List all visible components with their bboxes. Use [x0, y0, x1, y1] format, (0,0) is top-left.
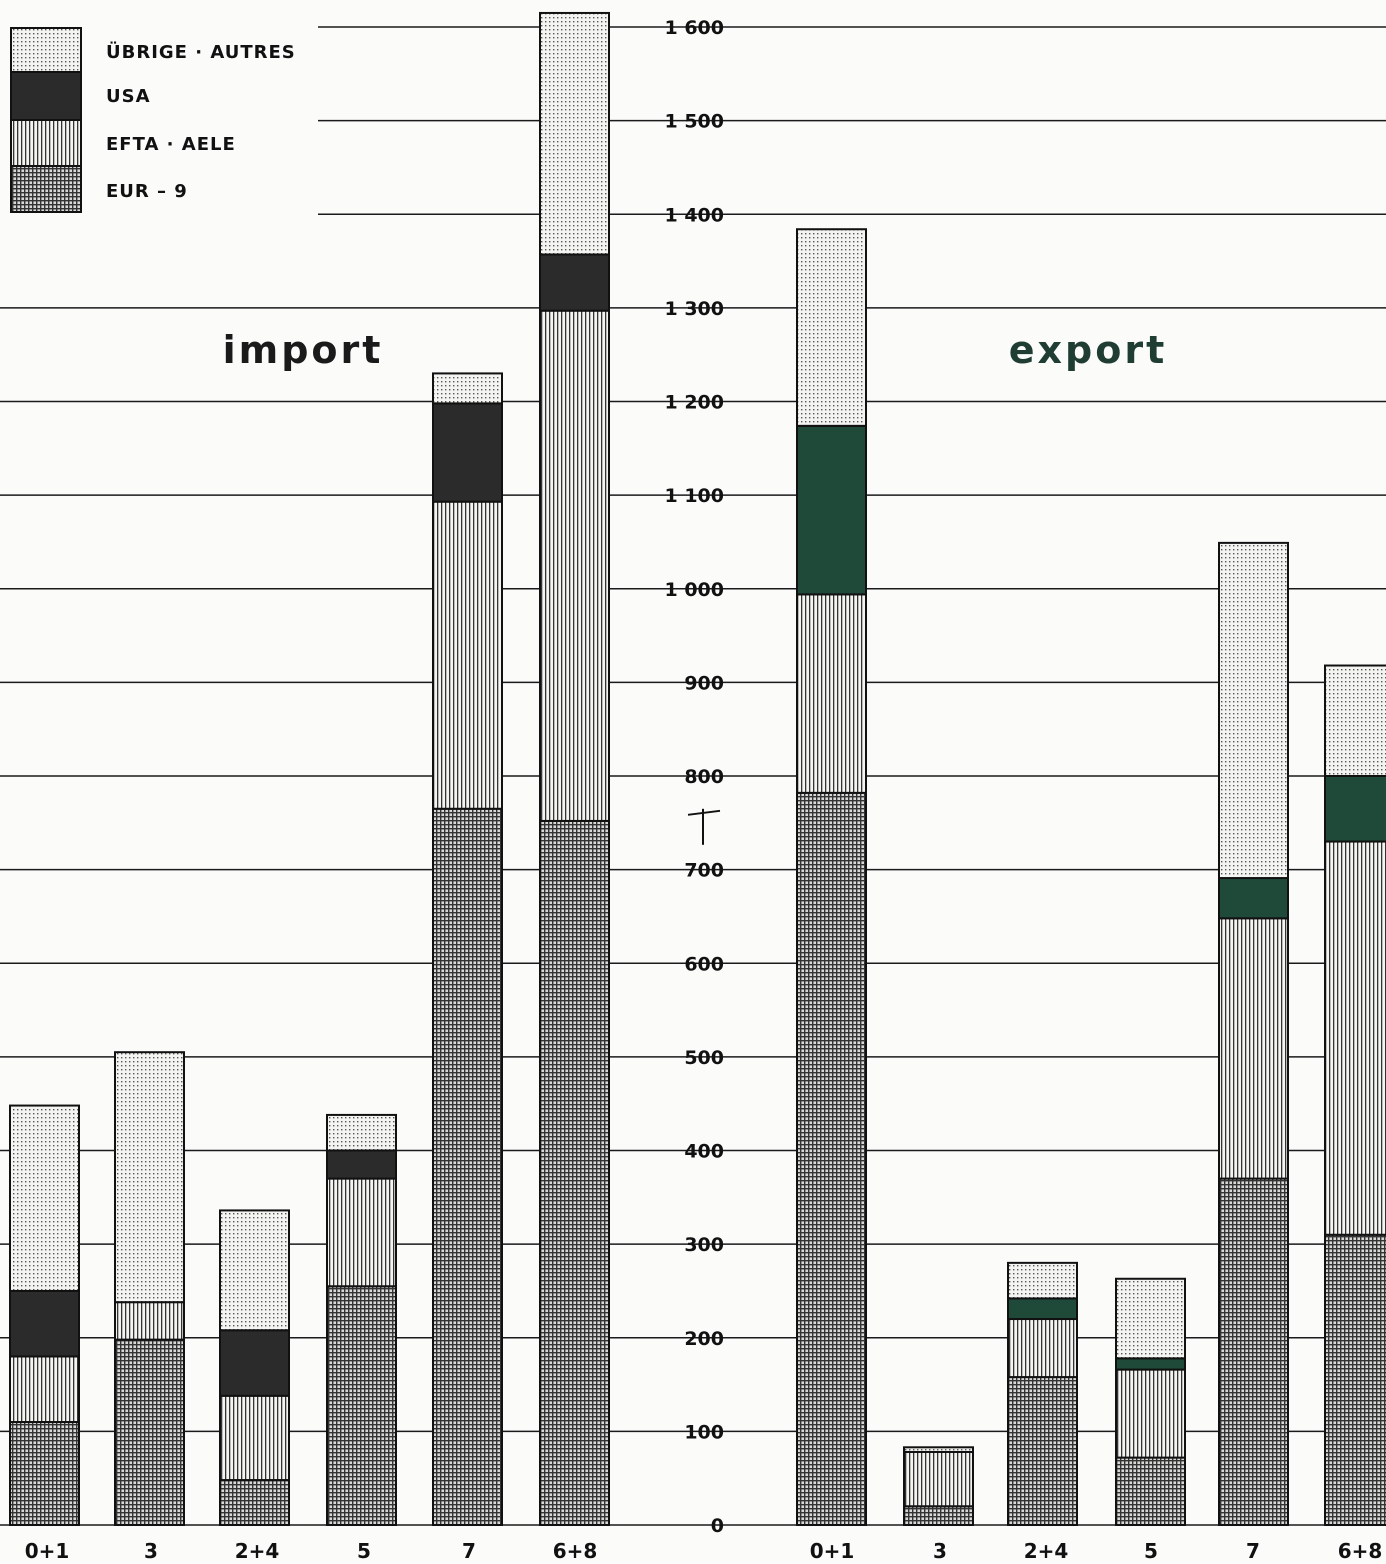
category-label: 5: [357, 1539, 371, 1563]
y-tick-label: 500: [684, 1047, 724, 1069]
bar-segment: [9, 1355, 80, 1424]
bar-segment: [796, 424, 867, 596]
bar-segment: [796, 593, 867, 794]
bar-segment: [432, 807, 503, 1526]
legend-label: EFTA · AELE: [106, 134, 236, 155]
bar-segment: [1324, 840, 1386, 1236]
bar-segment: [1218, 917, 1289, 1180]
y-axis-ticks: 0 100 200 300 400 500 600 700 800 900 1 000 1 100 1 …: [665, 17, 725, 1537]
y-tick-label: 100: [684, 1421, 724, 1443]
bar-segment: [326, 1113, 397, 1152]
category-label: 0+1: [25, 1539, 70, 1563]
bar-segment: [114, 1301, 185, 1341]
gridlines: [0, 26, 1386, 1526]
bar-segment: [114, 1338, 185, 1527]
bar-segment: [539, 309, 610, 822]
bar-segment: [1007, 1261, 1078, 1300]
bar-segment: [539, 11, 610, 256]
y-tick-label: 200: [684, 1328, 724, 1350]
bar-segment: [326, 1177, 397, 1288]
bar-segment: [219, 1479, 290, 1527]
bar-segment: [903, 1450, 974, 1508]
legend-label: ÜBRIGE · AUTRES: [106, 41, 296, 63]
bar-segment: [326, 1285, 397, 1526]
bar-segment: [326, 1149, 397, 1180]
bar-segment: [539, 253, 610, 312]
bar-segment: [9, 1104, 80, 1292]
bar-segment: [1115, 1456, 1186, 1526]
category-label: 0+1: [810, 1539, 855, 1563]
bar-segment: [1115, 1357, 1186, 1371]
bar-segment: [1218, 541, 1289, 880]
y-tick-label: 700: [684, 860, 724, 882]
y-axis-unit-mark: [687, 808, 721, 845]
bar-segment: [796, 228, 867, 427]
bar-segment: [1007, 1376, 1078, 1527]
legend-swatch: [10, 119, 82, 167]
bar-segment: [1115, 1368, 1186, 1459]
y-tick-label: 0: [711, 1515, 724, 1537]
y-tick-label: 1 400: [665, 204, 725, 226]
bars: [9, 11, 1386, 1527]
bar-segment: [432, 372, 503, 405]
legend-label: USA: [106, 86, 151, 107]
bar-segment: [1324, 1233, 1386, 1526]
y-tick-label: 300: [684, 1234, 724, 1256]
legend-swatch: [10, 71, 82, 121]
bar-segment: [9, 1289, 80, 1358]
y-tick-label: 800: [684, 766, 724, 788]
y-tick-label: 600: [684, 953, 724, 975]
y-tick-label: 1 300: [665, 298, 725, 320]
category-label: 5: [1144, 1539, 1158, 1563]
y-tick-label: 1 100: [665, 485, 725, 507]
bar-segment: [219, 1394, 290, 1482]
bar-segment: [1007, 1297, 1078, 1321]
y-tick-label: 1 500: [665, 111, 725, 133]
legend-swatch: [10, 27, 82, 73]
bar-segment: [9, 1421, 80, 1526]
category-label: 2+4: [235, 1539, 280, 1563]
bar-segment: [432, 402, 503, 503]
category-label: 7: [462, 1539, 476, 1563]
category-label: 2+4: [1024, 1539, 1069, 1563]
bar-segment: [1007, 1318, 1078, 1379]
bar-segment: [1218, 1177, 1289, 1527]
bar-segment: [1115, 1277, 1186, 1360]
bar-segment: [1218, 877, 1289, 920]
bar-segment: [114, 1051, 185, 1304]
category-label: 3: [144, 1539, 158, 1563]
category-label: 6+8: [1338, 1539, 1383, 1563]
bar-segment: [796, 791, 867, 1526]
bar-segment: [432, 500, 503, 810]
category-labels: 0+1 3 2+4 5 7 6+8 0+1 3 2+4 5 7 6+8: [25, 1539, 1383, 1563]
legend-swatch: [10, 165, 82, 213]
bar-segment: [903, 1446, 974, 1453]
bar-segment: [219, 1329, 290, 1397]
legend-label: EUR – 9: [106, 181, 188, 202]
y-tick-label: 1 600: [665, 17, 725, 39]
y-tick-label: 1 000: [665, 579, 725, 601]
bar-segment: [219, 1209, 290, 1332]
category-label: 7: [1246, 1539, 1260, 1563]
legend: ÜBRIGE · AUTRES USA EFTA · AELE EUR – 9: [0, 0, 318, 225]
bar-segment: [903, 1505, 974, 1527]
y-tick-label: 400: [684, 1141, 724, 1163]
category-label: 6+8: [553, 1539, 598, 1563]
bar-segment: [1324, 664, 1386, 778]
category-label: 3: [933, 1539, 947, 1563]
bar-segment: [539, 819, 610, 1526]
panel-title: import: [223, 328, 384, 372]
y-tick-label: 1 200: [665, 392, 725, 414]
y-tick-label: 900: [684, 672, 724, 694]
panel-title: export: [1009, 328, 1168, 372]
bar-segment: [1324, 775, 1386, 843]
panel-titles: import export: [223, 328, 1168, 372]
